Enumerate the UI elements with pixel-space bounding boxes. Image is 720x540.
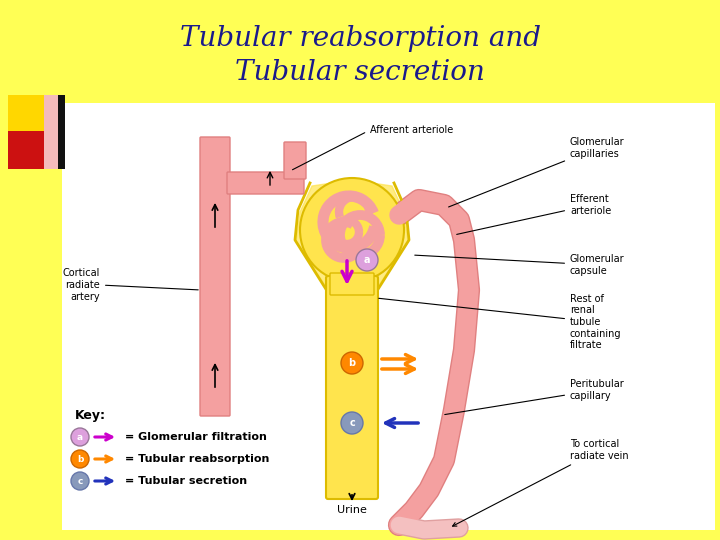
Bar [8,131,46,169]
Text: = Tubular reabsorption: = Tubular reabsorption [125,454,269,464]
Text: = Tubular secretion: = Tubular secretion [125,476,247,486]
Circle shape [71,450,89,468]
FancyBboxPatch shape [227,172,304,194]
Bar [62,103,715,530]
Circle shape [341,412,363,434]
Text: Glomerular
capillaries: Glomerular capillaries [449,137,625,207]
Text: Tubular reabsorption and: Tubular reabsorption and [179,24,541,51]
Text: a: a [364,255,370,265]
Text: b: b [77,455,84,463]
Circle shape [341,352,363,374]
Circle shape [300,178,404,282]
Text: b: b [348,358,356,368]
Text: Rest of
renal
tubule
containing
filtrate: Rest of renal tubule containing filtrate [379,294,621,350]
Text: c: c [77,476,83,485]
FancyBboxPatch shape [326,276,378,499]
Text: Cortical
radiate
artery: Cortical radiate artery [63,268,198,302]
Circle shape [356,249,378,271]
Bar [58,95,65,169]
Circle shape [71,428,89,446]
Text: Tubular secretion: Tubular secretion [235,58,485,85]
Bar [44,95,60,169]
Text: Peritubular
capillary: Peritubular capillary [445,379,624,415]
FancyBboxPatch shape [284,142,306,179]
FancyBboxPatch shape [330,273,374,295]
Text: a: a [77,433,83,442]
Text: Urine: Urine [337,505,367,515]
Text: To cortical
radiate vein: To cortical radiate vein [453,439,629,526]
Text: Key:: Key: [75,408,106,422]
Bar [8,95,46,133]
Text: Glomerular
capsule: Glomerular capsule [415,254,625,276]
Text: Efferent
arteriole: Efferent arteriole [456,194,611,234]
Text: Afferent arteriole: Afferent arteriole [292,125,454,170]
Polygon shape [296,180,408,294]
Circle shape [71,472,89,490]
Text: c: c [349,418,355,428]
Text: = Glomerular filtration: = Glomerular filtration [125,432,267,442]
FancyBboxPatch shape [200,137,230,416]
